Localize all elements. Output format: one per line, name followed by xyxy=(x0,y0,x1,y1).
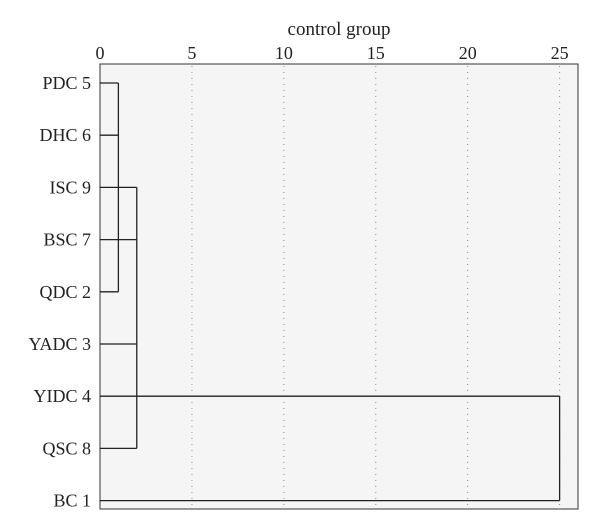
x-tick-label: 5 xyxy=(187,43,196,63)
x-tick-label: 0 xyxy=(96,43,105,63)
leaf-label: QSC 8 xyxy=(42,438,91,458)
leaf-labels: PDC 5 DHC 6 ISC 9 BSC 7 QDC 2 YADC 3 YIDC 4 QSC… xyxy=(28,73,91,511)
x-tick-label: 20 xyxy=(459,43,477,63)
x-tick-label: 15 xyxy=(367,43,385,63)
leaf-label: BSC 7 xyxy=(43,230,91,250)
leaf-label: YIDC 4 xyxy=(34,386,92,406)
x-tick-label: 25 xyxy=(551,43,569,63)
leaf-label: ISC 9 xyxy=(49,177,91,197)
leaf-label: QDC 2 xyxy=(39,282,91,302)
x-tick-label: 10 xyxy=(275,43,293,63)
leaf-label: BC 1 xyxy=(53,491,91,511)
x-axis: 0 5 10 15 20 25 xyxy=(96,43,569,63)
dendrogram-tree xyxy=(100,82,561,502)
plot-background xyxy=(99,63,579,510)
leaf-label: DHC 6 xyxy=(39,125,91,145)
leaf-label: YADC 3 xyxy=(28,334,91,354)
chart-title: control group xyxy=(288,19,391,40)
leaf-label: PDC 5 xyxy=(42,73,91,93)
